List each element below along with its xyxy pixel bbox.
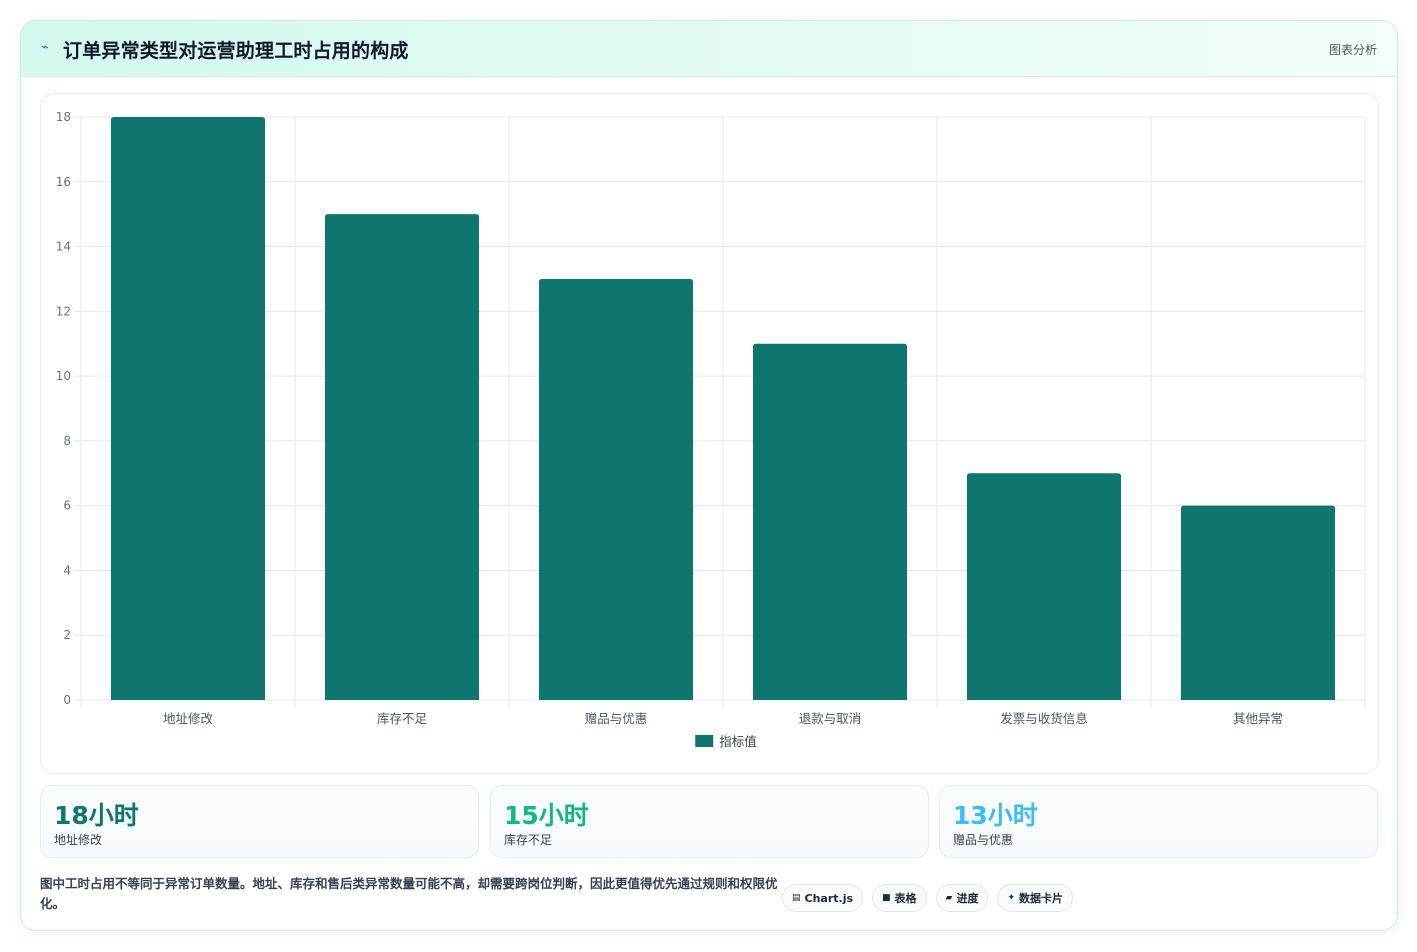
y-tick-label: 12 bbox=[56, 304, 71, 318]
x-tick-label: 赠品与优惠 bbox=[585, 711, 648, 726]
x-tick-label: 发票与收货信息 bbox=[1000, 711, 1088, 726]
bar bbox=[324, 214, 480, 700]
x-tick-label: 其他异常 bbox=[1233, 711, 1283, 726]
y-tick-label: 16 bbox=[56, 175, 71, 189]
chart-title: 订单异常类型对运营助理工时占用的构成 bbox=[63, 40, 409, 62]
bar bbox=[1180, 505, 1336, 700]
lightning-icon: ⌁ bbox=[41, 40, 49, 55]
stat-card-3: 13小时 赠品与优惠 bbox=[939, 785, 1378, 858]
y-tick-label: 0 bbox=[63, 693, 71, 707]
chip-label: Chart.js bbox=[804, 891, 854, 905]
chip-progress[interactable]: ▰ 进度 bbox=[935, 884, 989, 912]
bar bbox=[110, 117, 266, 700]
chip-label: 数据卡片 bbox=[1019, 892, 1064, 905]
table-icon: ■ bbox=[882, 893, 891, 903]
x-tick-label: 库存不足 bbox=[377, 711, 428, 726]
chip-table[interactable]: ■ 表格 bbox=[872, 884, 927, 912]
feature-chips: ▤ Chart.js ■ 表格 ▰ 进度 ✦ 数据卡片 bbox=[782, 884, 1074, 912]
y-tick-label: 2 bbox=[63, 628, 71, 642]
legend-label: 指标值 bbox=[719, 734, 757, 749]
y-tick-label: 14 bbox=[56, 240, 71, 254]
chip-data-card[interactable]: ✦ 数据卡片 bbox=[997, 884, 1074, 912]
x-tick-label: 地址修改 bbox=[163, 711, 214, 726]
stat-card-1: 18小时 地址修改 bbox=[40, 785, 479, 858]
y-tick-label: 18 bbox=[56, 110, 71, 124]
y-tick-label: 10 bbox=[56, 369, 71, 383]
chart-footnote: 图中工时占用不等同于异常订单数量。地址、库存和售后类异常数量可能不高，却需要跨岗… bbox=[40, 876, 778, 911]
chip-chartjs[interactable]: ▤ Chart.js bbox=[782, 884, 864, 912]
stat-value: 15小时 bbox=[504, 801, 589, 830]
chart-panel: 0 2 4 6 8 10 12 14 16 18 地址修改 库存不足 赠品与优惠 退款与取消 发票与收货信息… bbox=[40, 93, 1379, 774]
bar bbox=[752, 343, 908, 700]
legend-swatch bbox=[695, 735, 714, 747]
stat-label: 库存不足 bbox=[504, 833, 553, 847]
chip-label: 表格 bbox=[894, 892, 917, 905]
x-tick-label: 退款与取消 bbox=[799, 711, 862, 726]
card-header: ⌁ 订单异常类型对运营助理工时占用的构成 图表分析 bbox=[21, 21, 1397, 77]
y-tick-label: 8 bbox=[63, 434, 71, 448]
stat-label: 赠品与优惠 bbox=[953, 833, 1014, 847]
chip-label: 进度 bbox=[956, 892, 979, 905]
bar bbox=[966, 473, 1122, 700]
stat-value: 13小时 bbox=[953, 801, 1038, 830]
bar-chart: 0 2 4 6 8 10 12 14 16 18 地址修改 库存不足 赠品与优惠 退款与取消 发票与收货信息… bbox=[56, 110, 1366, 749]
stat-label: 地址修改 bbox=[54, 833, 103, 847]
progress-icon: ▰ bbox=[945, 893, 953, 903]
stat-card-2: 15小时 库存不足 bbox=[490, 785, 929, 858]
sparkle-icon: ✦ bbox=[1007, 893, 1016, 903]
stat-value: 18小时 bbox=[54, 801, 139, 830]
y-tick-label: 6 bbox=[63, 499, 71, 513]
chart-analysis-tag: 图表分析 bbox=[1328, 43, 1377, 57]
chart-card: ⌁ 订单异常类型对运营助理工时占用的构成 图表分析 0 2 4 6 8 10 12 14 16 1… bbox=[20, 20, 1398, 931]
bar bbox=[538, 278, 694, 700]
y-tick-label: 4 bbox=[63, 563, 71, 577]
chart-icon: ▤ bbox=[792, 893, 801, 903]
